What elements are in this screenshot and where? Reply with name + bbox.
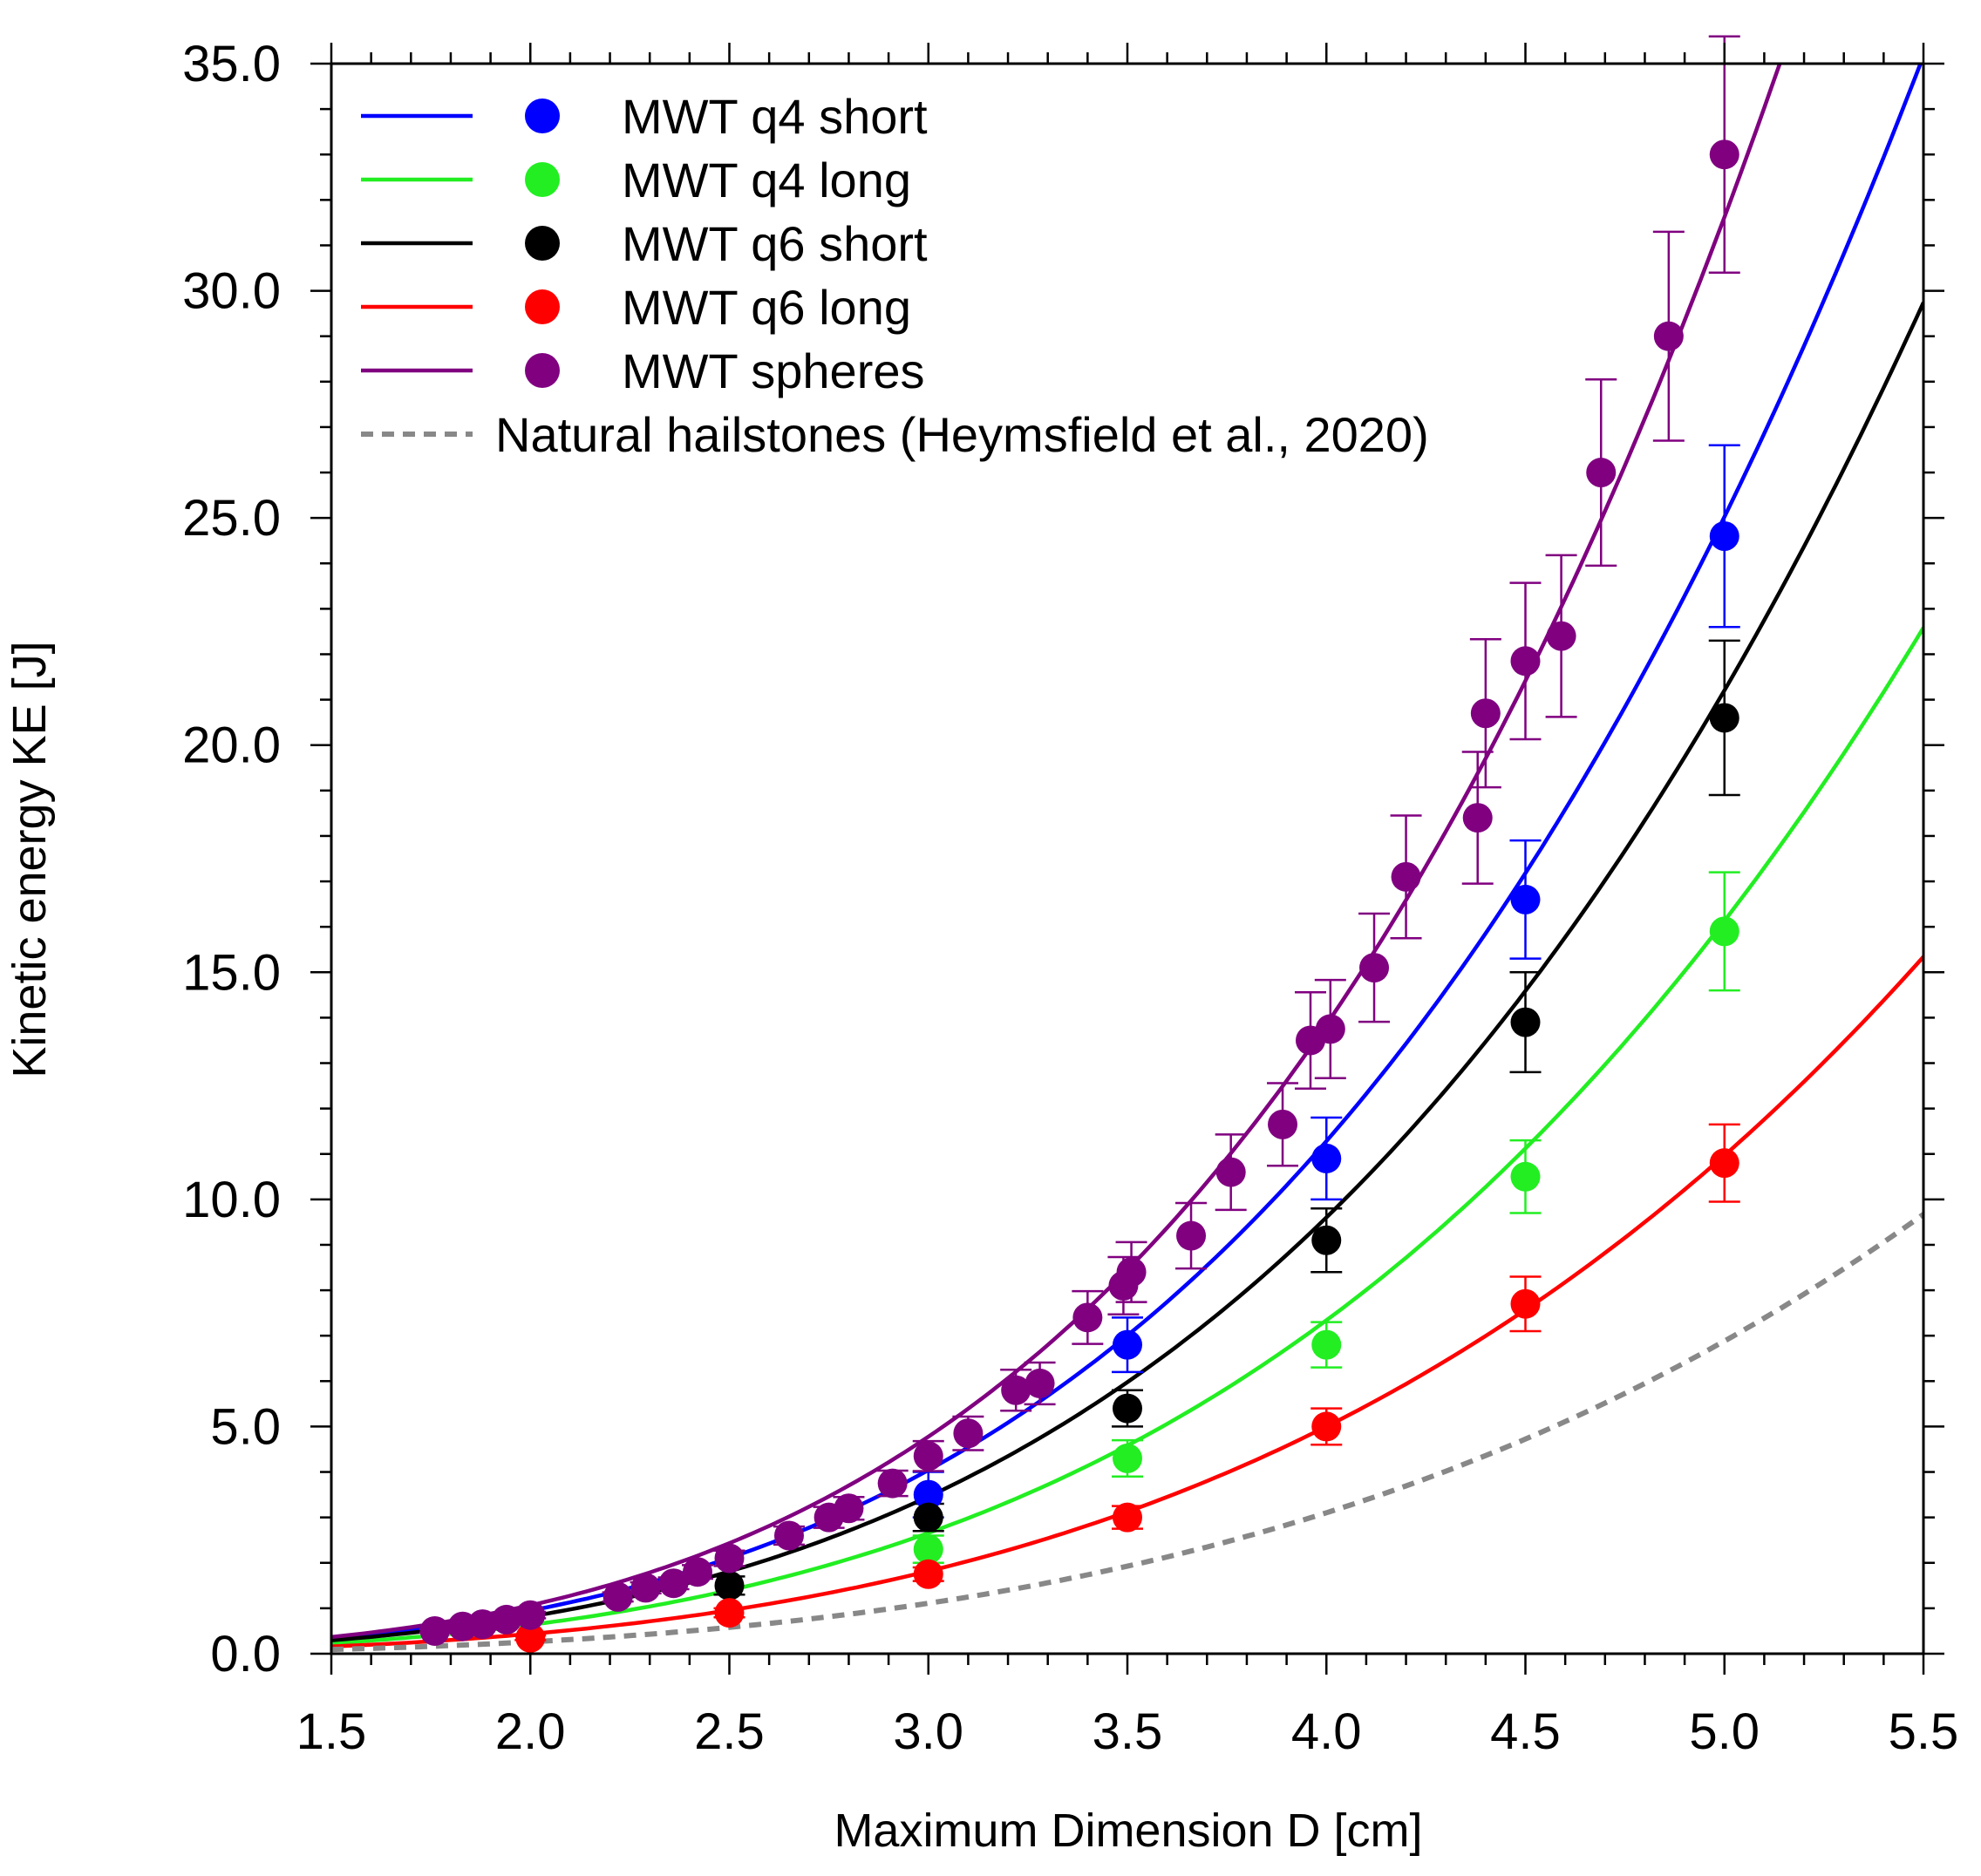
data-point-4-4 bbox=[515, 1600, 546, 1630]
data-point-4-2 bbox=[467, 1609, 498, 1640]
data-point-4-32 bbox=[1586, 458, 1617, 488]
data-point-3-5 bbox=[1510, 1288, 1541, 1319]
data-point-0-1 bbox=[1113, 1329, 1142, 1360]
y-tick-label-2: 10.0 bbox=[182, 1172, 281, 1228]
data-point-1-1 bbox=[1113, 1443, 1142, 1473]
legend-entry-2: MWT q6 short bbox=[361, 216, 928, 271]
legend-label-4: MWT spheres bbox=[622, 343, 924, 398]
data-point-4-16 bbox=[1001, 1375, 1031, 1405]
fit-line-5 bbox=[331, 1212, 1923, 1653]
x-tick-label-6: 4.5 bbox=[1490, 1703, 1561, 1760]
data-point-4-30 bbox=[1510, 646, 1541, 676]
data-point-3-3 bbox=[1113, 1502, 1142, 1533]
data-point-4-28 bbox=[1462, 803, 1493, 833]
legend-label-5: Natural hailstones (Heymsfield et al., 2… bbox=[495, 407, 1429, 462]
data-point-4-25 bbox=[1315, 1014, 1345, 1044]
data-point-4-26 bbox=[1359, 953, 1390, 983]
data-point-4-22 bbox=[1215, 1157, 1246, 1187]
data-point-4-23 bbox=[1268, 1109, 1298, 1139]
legend: MWT q4 short MWT q4 long MWT q6 short MWT q… bbox=[361, 89, 1429, 462]
data-point-4-12 bbox=[834, 1493, 864, 1524]
legend-marker-0 bbox=[525, 99, 560, 133]
y-tick-label-3: 15.0 bbox=[182, 944, 281, 1001]
legend-marker-1 bbox=[525, 162, 560, 197]
x-tick-label-7: 5.0 bbox=[1689, 1703, 1760, 1760]
y-tick-label-0: 0.0 bbox=[210, 1626, 281, 1682]
data-point-2-2 bbox=[1113, 1393, 1142, 1424]
x-tick-label-2: 2.5 bbox=[694, 1703, 765, 1760]
y-axis-label: Kinetic energy KE [J] bbox=[3, 641, 56, 1077]
x-axis-label: Maximum Dimension D [cm] bbox=[834, 1805, 1422, 1857]
data-point-4-18 bbox=[1072, 1302, 1103, 1333]
data-markers bbox=[419, 139, 1739, 1653]
legend-label-2: MWT q6 short bbox=[622, 216, 928, 271]
data-point-1-4 bbox=[1709, 916, 1739, 947]
axis-ticks bbox=[310, 43, 1944, 1675]
data-point-4-10 bbox=[773, 1520, 804, 1551]
data-point-3-2 bbox=[913, 1559, 943, 1589]
data-point-1-0 bbox=[913, 1534, 943, 1565]
y-tick-label-1: 5.0 bbox=[210, 1398, 281, 1455]
fit-line-1 bbox=[331, 626, 1923, 1646]
data-point-1-2 bbox=[1311, 1329, 1342, 1360]
data-point-3-1 bbox=[714, 1598, 745, 1628]
data-point-4-31 bbox=[1546, 621, 1576, 651]
data-point-3-0 bbox=[515, 1622, 546, 1653]
x-tick-label-0: 1.5 bbox=[296, 1703, 367, 1760]
axis-tick-labels: 1.5 2.0 2.5 3.0 3.5 4.0 4.5 5.0 5.5 0.0 5.0 10.0 15.… bbox=[182, 36, 1958, 1760]
data-point-1-3 bbox=[1510, 1161, 1541, 1192]
error-bars bbox=[419, 35, 1740, 1642]
x-tick-label-8: 5.5 bbox=[1889, 1703, 1959, 1760]
legend-entry-0: MWT q4 short bbox=[361, 89, 928, 144]
data-point-2-5 bbox=[1709, 703, 1739, 733]
data-point-0-0 bbox=[913, 1479, 943, 1510]
legend-marker-3 bbox=[525, 289, 560, 324]
legend-entry-5: Natural hailstones (Heymsfield et al., 2… bbox=[361, 407, 1429, 462]
legend-entry-1: MWT q4 long bbox=[361, 153, 911, 207]
data-point-4-17 bbox=[1025, 1368, 1055, 1398]
x-tick-label-4: 3.5 bbox=[1093, 1703, 1163, 1760]
data-point-4-6 bbox=[630, 1573, 661, 1603]
data-point-4-13 bbox=[877, 1468, 908, 1499]
data-point-0-3 bbox=[1510, 884, 1541, 914]
legend-label-1: MWT q4 long bbox=[622, 153, 911, 207]
data-point-4-27 bbox=[1391, 861, 1421, 892]
data-point-4-9 bbox=[714, 1543, 745, 1574]
data-point-3-6 bbox=[1709, 1148, 1739, 1179]
data-point-4-29 bbox=[1470, 698, 1501, 729]
data-point-4-14 bbox=[913, 1441, 943, 1472]
data-point-4-33 bbox=[1653, 321, 1684, 351]
data-point-4-20 bbox=[1116, 1257, 1147, 1288]
data-point-4-3 bbox=[491, 1604, 521, 1635]
data-point-0-2 bbox=[1311, 1143, 1342, 1173]
data-point-3-4 bbox=[1311, 1411, 1342, 1442]
data-point-4-0 bbox=[419, 1615, 450, 1646]
data-point-4-7 bbox=[658, 1568, 689, 1599]
y-tick-label-7: 35.0 bbox=[182, 36, 281, 92]
legend-label-0: MWT q4 short bbox=[622, 89, 928, 144]
legend-marker-2 bbox=[525, 226, 560, 261]
data-point-2-0 bbox=[714, 1570, 745, 1601]
data-point-2-4 bbox=[1510, 1007, 1541, 1037]
data-point-4-34 bbox=[1709, 139, 1739, 170]
x-tick-label-5: 4.0 bbox=[1291, 1703, 1362, 1760]
data-point-2-1 bbox=[913, 1502, 943, 1533]
data-point-2-3 bbox=[1311, 1225, 1342, 1255]
y-tick-label-4: 20.0 bbox=[182, 717, 281, 774]
x-tick-label-1: 2.0 bbox=[495, 1703, 566, 1760]
y-tick-label-6: 30.0 bbox=[182, 263, 281, 320]
data-point-4-21 bbox=[1176, 1220, 1207, 1251]
fit-line-2 bbox=[331, 302, 1923, 1642]
data-point-4-5 bbox=[602, 1581, 633, 1612]
legend-entry-4: MWT spheres bbox=[361, 343, 924, 398]
data-point-0-4 bbox=[1709, 520, 1739, 551]
legend-marker-4 bbox=[525, 353, 560, 388]
x-tick-label-3: 3.0 bbox=[893, 1703, 963, 1760]
data-point-4-15 bbox=[953, 1418, 984, 1449]
y-tick-label-5: 25.0 bbox=[182, 490, 281, 547]
legend-entry-3: MWT q6 long bbox=[361, 280, 911, 335]
data-point-4-8 bbox=[682, 1557, 712, 1587]
legend-label-3: MWT q6 long bbox=[622, 280, 911, 335]
